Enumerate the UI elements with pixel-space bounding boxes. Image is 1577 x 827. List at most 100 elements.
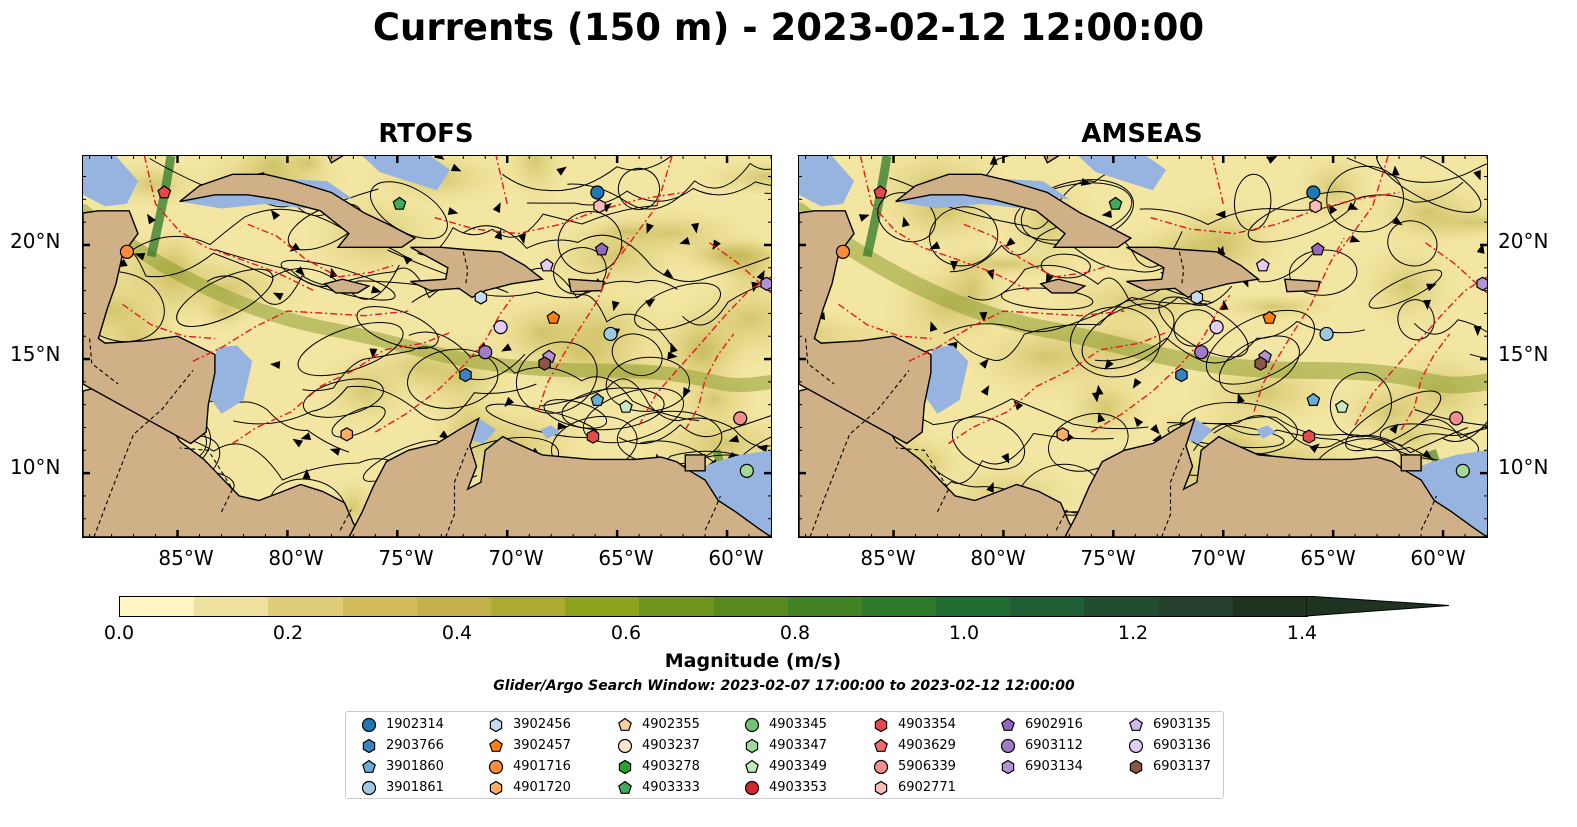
- flow-arrow: [670, 342, 678, 354]
- legend-marker-pentagon: [745, 759, 759, 773]
- float-marker[interactable]: [1309, 199, 1322, 214]
- legend-marker-circle: [1128, 738, 1144, 753]
- country-border: [1055, 509, 1068, 531]
- float-marker[interactable]: [1306, 185, 1321, 200]
- country-border: [179, 447, 234, 513]
- float-marker[interactable]: [873, 185, 888, 199]
- flow-arrow: [504, 396, 515, 407]
- land-cuba: [179, 173, 417, 249]
- float-marker[interactable]: [1209, 320, 1224, 335]
- flow-streamline: [233, 383, 537, 425]
- flow-arrow: [1091, 391, 1100, 403]
- float-marker[interactable]: [539, 258, 554, 272]
- eddy-streamline: [176, 268, 274, 327]
- x-tick-label: 65°W: [1300, 546, 1356, 570]
- float-marker[interactable]: [760, 276, 771, 291]
- land-yucatan: [799, 210, 932, 445]
- float-marker[interactable]: [1302, 429, 1316, 444]
- float-marker[interactable]: [459, 367, 472, 383]
- flow-streamline: [950, 156, 1010, 190]
- colorbar: [119, 596, 1308, 617]
- x-tick-label: 60°W: [1410, 546, 1466, 570]
- flow-arrow: [691, 222, 699, 234]
- eddy-streamline: [1205, 309, 1316, 385]
- y-tick-label: 20°N: [1498, 229, 1549, 253]
- float-marker[interactable]: [739, 463, 754, 478]
- country-border: [895, 447, 950, 513]
- magnitude-contour: [314, 345, 419, 435]
- flow-arrow: [447, 207, 459, 215]
- eddy-streamline: [515, 341, 598, 414]
- colorbar-swatch: [1084, 597, 1159, 616]
- float-marker[interactable]: [493, 320, 508, 335]
- float-marker[interactable]: [1449, 411, 1464, 426]
- float-marker[interactable]: [1254, 356, 1267, 371]
- float-marker[interactable]: [1056, 427, 1069, 442]
- flow-arrow: [518, 233, 526, 245]
- flow-streamline: [953, 296, 1207, 361]
- float-marker[interactable]: [603, 326, 618, 342]
- float-marker[interactable]: [835, 244, 851, 259]
- flow-streamline: [1095, 320, 1366, 364]
- colorbar-tick: 1.0: [948, 622, 980, 644]
- float-marker[interactable]: [1476, 276, 1487, 291]
- legend-label: 3902456: [513, 717, 571, 732]
- legend-marker-icon: [744, 780, 760, 795]
- float-marker[interactable]: [1255, 258, 1270, 272]
- map-panel-rtofs[interactable]: [82, 155, 772, 538]
- eddy-streamline: [1379, 423, 1479, 462]
- float-marker[interactable]: [546, 310, 561, 324]
- caribbean-current-jet: [83, 203, 771, 393]
- flow-arrow: [1473, 169, 1481, 181]
- float-marker[interactable]: [538, 356, 551, 371]
- float-marker[interactable]: [119, 244, 135, 259]
- float-marker[interactable]: [590, 392, 605, 406]
- float-marker[interactable]: [618, 399, 633, 413]
- float-marker[interactable]: [594, 242, 609, 256]
- float-marker[interactable]: [1319, 326, 1334, 342]
- flow-streamline: [1414, 409, 1487, 426]
- eddy-streamline: [407, 348, 499, 409]
- float-marker[interactable]: [340, 427, 353, 442]
- float-marker[interactable]: [1190, 290, 1204, 305]
- map-panel-amseas[interactable]: [798, 155, 1488, 538]
- float-marker[interactable]: [1310, 242, 1325, 256]
- float-marker[interactable]: [474, 290, 488, 305]
- float-marker[interactable]: [478, 345, 493, 360]
- legend-marker-hexagon: [618, 759, 632, 774]
- float-marker[interactable]: [1175, 367, 1188, 383]
- float-marker[interactable]: [157, 185, 172, 199]
- float-marker[interactable]: [1108, 196, 1123, 210]
- y-tick-label: 10°N: [10, 455, 61, 479]
- float-marker[interactable]: [593, 199, 606, 214]
- flow-arrow: [369, 348, 378, 359]
- flow-arrow: [986, 481, 994, 493]
- legend-marker-icon: [618, 780, 632, 794]
- legend-entry: 6902916: [999, 714, 1083, 735]
- float-marker[interactable]: [590, 185, 605, 200]
- country-border: [1178, 251, 1185, 287]
- colorbar-tick: 0.2: [272, 622, 304, 644]
- legend-marker-circle: [744, 780, 760, 795]
- float-marker[interactable]: [1262, 310, 1277, 324]
- flow-arrow: [1473, 326, 1482, 337]
- eez-boundary: [1211, 156, 1224, 205]
- legend-marker-icon: [1129, 759, 1143, 774]
- float-marker[interactable]: [1455, 463, 1470, 478]
- float-marker[interactable]: [1194, 345, 1209, 360]
- float-marker[interactable]: [733, 411, 748, 426]
- legend-marker-icon: [744, 717, 760, 732]
- float-marker[interactable]: [1306, 392, 1321, 406]
- legend-marker-circle: [361, 780, 377, 795]
- float-marker[interactable]: [392, 196, 407, 210]
- land-hispaniola: [410, 246, 545, 299]
- flow-streamline: [1346, 157, 1487, 183]
- float-marker[interactable]: [1334, 399, 1349, 413]
- legend-entry: 4903278: [616, 756, 700, 777]
- flow-arrow: [1425, 283, 1437, 292]
- flow-arrow: [929, 321, 938, 332]
- flow-streamline: [539, 378, 771, 448]
- flow-arrow: [757, 444, 768, 453]
- flow-arrow: [979, 358, 989, 369]
- float-marker[interactable]: [586, 429, 600, 444]
